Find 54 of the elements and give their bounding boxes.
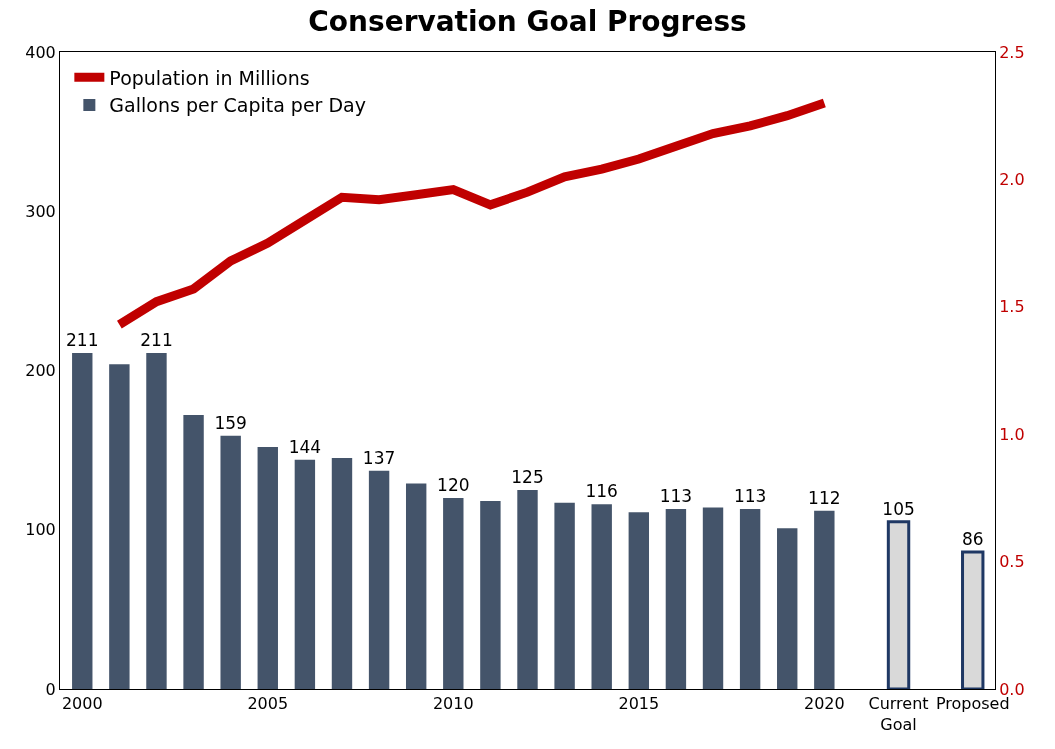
- bar: [294, 459, 316, 689]
- chart-title: Conservation Goal Progress: [308, 4, 747, 38]
- bar: [814, 510, 835, 689]
- bar: [72, 352, 93, 689]
- x-tick-label: Proposed: [935, 694, 1010, 714]
- y2-tick-label: 1.5: [999, 297, 1025, 317]
- legend-label: Population in Millions: [109, 66, 310, 89]
- data-label: 105: [882, 498, 915, 519]
- x-tick-label: 2020: [803, 694, 845, 714]
- bar: [777, 528, 798, 689]
- y-tick-label: 100: [25, 520, 56, 540]
- bar: [591, 504, 612, 689]
- y-tick-label: 0: [45, 679, 56, 699]
- bar: [628, 512, 650, 689]
- data-label: 86: [961, 529, 984, 550]
- bar: [368, 470, 390, 689]
- bar: [739, 509, 761, 689]
- data-label: 120: [437, 474, 470, 495]
- data-label: 211: [140, 329, 173, 350]
- bar: [257, 446, 278, 689]
- bar: [109, 364, 130, 689]
- bar: [702, 507, 724, 689]
- y2-tick-label: 1.0: [999, 424, 1025, 444]
- x-tick-label: 2005: [247, 694, 289, 714]
- data-label: 113: [659, 486, 693, 507]
- bar: [554, 502, 575, 689]
- bar: [665, 509, 687, 689]
- data-label: 113: [733, 486, 767, 507]
- data-label: 137: [362, 447, 396, 468]
- data-label: 112: [808, 487, 841, 508]
- x-tick-label: 2010: [432, 694, 474, 714]
- data-label: 211: [66, 329, 99, 350]
- y2-tick-label: 2.0: [999, 170, 1025, 189]
- bar: [331, 458, 353, 689]
- bar: [517, 489, 538, 689]
- y-tick-label: 400: [25, 42, 56, 62]
- bar: [405, 483, 427, 689]
- bar: [146, 352, 167, 689]
- bar: [183, 415, 204, 689]
- data-label: 159: [214, 412, 247, 433]
- x-tick-label: 2000: [61, 694, 103, 714]
- y2-tick-label: 0.5: [999, 552, 1025, 572]
- bar: [480, 501, 501, 689]
- data-label: 116: [585, 481, 618, 502]
- data-label: 144: [288, 436, 322, 457]
- bar: [220, 435, 241, 689]
- x-tick-label: Current Goal: [868, 694, 929, 734]
- y-tick-label: 300: [25, 201, 56, 221]
- x-tick-label: 2015: [618, 694, 660, 714]
- y-tick-label: 200: [25, 361, 56, 381]
- bar: [443, 497, 464, 689]
- y2-tick-label: 2.5: [999, 42, 1025, 62]
- legend-label: Gallons per Capita per Day: [109, 94, 366, 117]
- data-label: 125: [511, 466, 544, 487]
